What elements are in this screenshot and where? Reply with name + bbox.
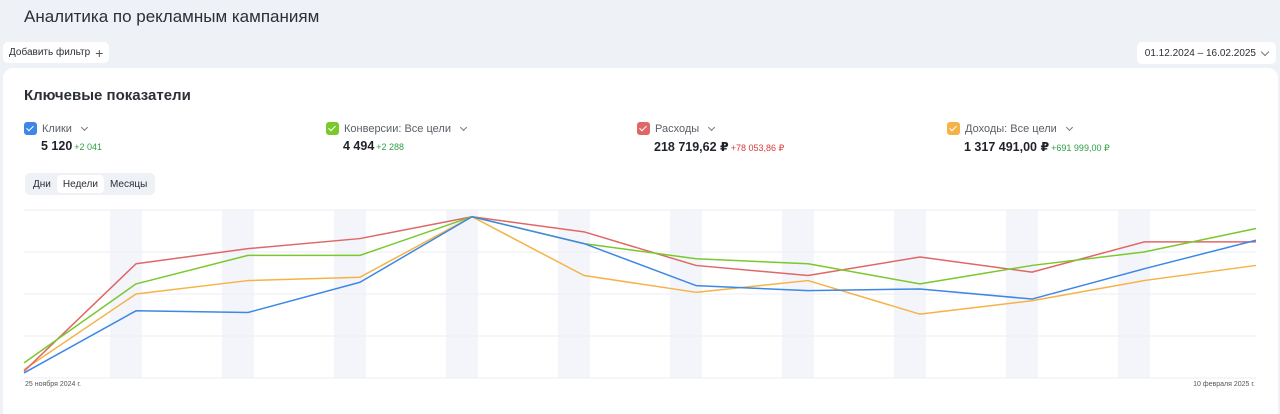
date-range-picker[interactable]: 01.12.2024 – 16.02.2025 <box>1136 42 1276 64</box>
metric-value: 1 317 491,00 ₽ <box>964 140 1050 154</box>
metric-conversions: Конверсии: Все цели 4 494 +2 288 <box>326 122 468 153</box>
metric-label: Доходы: Все цели <box>965 122 1057 135</box>
metric-clicks-selector[interactable]: Клики <box>24 122 102 135</box>
metric-value: 4 494 <box>343 139 375 153</box>
metric-delta: +78 053,86 ₽ <box>730 143 785 153</box>
add-filter-label: Добавить фильтр <box>9 47 91 58</box>
metric-revenue: Доходы: Все цели 1 317 491,00 ₽ +691 999,… <box>947 122 1110 154</box>
checkbox-icon[interactable] <box>326 122 339 135</box>
series-line-1 <box>23 215 1257 364</box>
metric-value: 218 719,62 ₽ <box>654 140 729 154</box>
metric-clicks: Клики 5 120 +2 041 <box>24 122 102 153</box>
add-filter-button[interactable]: Добавить фильтр + <box>3 42 110 63</box>
metric-expenses-selector[interactable]: Расходы <box>637 122 784 135</box>
series-line-3 <box>23 215 1257 371</box>
metric-label: Клики <box>42 122 72 135</box>
chevron-down-icon <box>1260 47 1270 56</box>
checkbox-icon[interactable] <box>24 122 37 135</box>
metrics-line-chart <box>23 209 1257 379</box>
date-range-label: 01.12.2024 – 16.02.2025 <box>1144 47 1256 59</box>
metric-delta: +691 999,00 ₽ <box>1051 143 1110 153</box>
page-title: Аналитика по рекламным кампаниям <box>24 7 320 26</box>
metric-revenue-selector[interactable]: Доходы: Все цели <box>947 122 1110 135</box>
series-line-0 <box>23 215 1257 374</box>
checkbox-icon[interactable] <box>947 122 960 135</box>
period-days[interactable]: Дни <box>33 178 51 190</box>
metric-delta: +2 041 <box>74 142 103 152</box>
x-tick-label: 25 ноября 2024 г. <box>25 381 81 388</box>
metric-expenses: Расходы 218 719,62 ₽ +78 053,86 ₽ <box>637 122 784 154</box>
plus-icon: + <box>95 44 104 61</box>
metric-conversions-selector[interactable]: Конверсии: Все цели <box>326 122 468 135</box>
period-weeks[interactable]: Недели <box>56 175 104 193</box>
series-line-2 <box>23 215 1256 372</box>
metric-label: Конверсии: Все цели <box>344 122 451 135</box>
period-switcher: Дни Недели Месяцы <box>25 173 156 195</box>
section-title: Ключевые показатели <box>24 87 191 104</box>
checkbox-icon[interactable] <box>637 122 650 135</box>
metric-delta: +2 288 <box>376 142 405 152</box>
metric-label: Расходы <box>655 122 700 135</box>
metric-value: 5 120 <box>41 139 73 153</box>
key-metrics-card: Ключевые показатели Клики 5 120 +2 041 Ко… <box>3 68 1278 414</box>
period-months[interactable]: Месяцы <box>109 178 148 190</box>
x-tick-label: 10 февраля 2025 г. <box>1193 381 1255 388</box>
